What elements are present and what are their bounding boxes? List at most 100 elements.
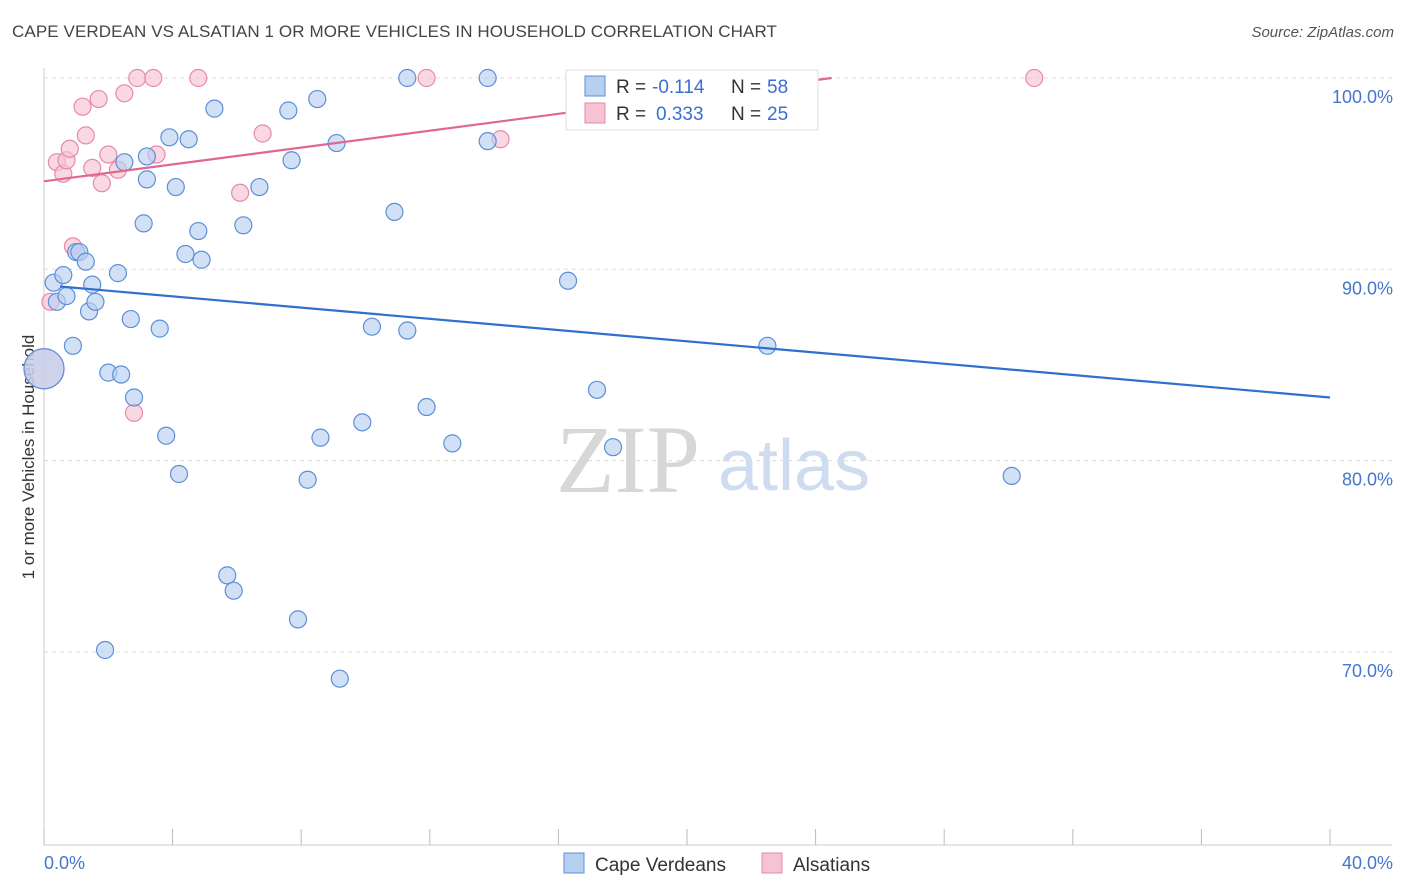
cape-verdeans-points: [23, 68, 1021, 688]
cape-verdeans-point-52: [558, 271, 578, 290]
cape-verdeans-point-48: [417, 397, 436, 417]
cape-verdeans-point-14: [112, 365, 131, 384]
cape-verdeans-point-47: [398, 68, 417, 88]
alsatians-point-8: [89, 89, 108, 109]
alsatians-point-17: [189, 68, 208, 88]
alsatians-point-20: [417, 68, 436, 88]
legend-n-value-1: 58: [767, 77, 788, 98]
legend-swatch-blue: [584, 75, 606, 97]
cape-verdeans-point-21: [150, 319, 169, 338]
cape-verdeans-point-19: [137, 170, 156, 189]
alsatians-point-15: [144, 68, 163, 88]
cape-verdeans-point-28: [189, 221, 208, 241]
alsatians-point-19: [253, 124, 272, 143]
alsatians-point-14: [128, 68, 147, 88]
y-tick-label-100: 100.0%: [1332, 87, 1393, 107]
legend-box: [565, 69, 819, 131]
alsatians-point-7: [83, 158, 102, 178]
axes: [43, 68, 1392, 846]
cape-verdeans-point-34: [250, 177, 269, 197]
x-tick-label-min: 0.0%: [44, 853, 85, 873]
watermark: ZIP atlas: [556, 406, 870, 513]
alsatians-point-13: [124, 403, 144, 422]
chart-title: CAPE VERDEAN VS ALSATIAN 1 OR MORE VEHIC…: [12, 22, 778, 41]
cape-verdeans-point-13: [108, 264, 128, 283]
alsatians-point-6: [76, 126, 95, 145]
alsatians-point-12: [115, 84, 134, 103]
legend-r-value-1: -0.114: [652, 77, 705, 98]
cape-verdeans-point-3: [57, 286, 76, 306]
legend-swatch-pink: [584, 102, 606, 124]
cape-verdeans-point-4: [63, 336, 83, 355]
cape-verdeans-point-53: [587, 380, 607, 399]
cape-verdeans-point-32: [224, 581, 243, 600]
cape-verdeans-point-45: [385, 202, 404, 222]
cape-verdeans-point-10: [86, 292, 105, 311]
grid-lines: [44, 77, 1392, 653]
legend-n-label-1: N =: [731, 77, 761, 98]
y-tick-label-80: 80.0%: [1342, 470, 1393, 490]
cape-verdeans-point-31: [218, 566, 237, 585]
cape-verdeans-point-35: [279, 101, 298, 120]
series-swatch-alsatians: [761, 852, 783, 874]
x-tick-label-max: 40.0%: [1342, 853, 1393, 873]
cape-verdeans-point-56: [1002, 466, 1021, 486]
legend-n-label-2: N =: [731, 104, 761, 125]
cape-verdeans-point-30: [205, 99, 224, 118]
cape-verdeans-point-40: [311, 428, 330, 447]
cape-verdeans-point-49: [443, 434, 462, 453]
cape-verdeans-point-16: [121, 309, 140, 329]
legend-r-label-2: R =: [616, 104, 646, 125]
source-label: Source: ZipAtlas.com: [1251, 24, 1394, 41]
series-label-cape-verdeans: Cape Verdeans: [595, 855, 726, 876]
cape-verdeans-point-20: [137, 147, 156, 166]
cape-verdeans-point-33: [234, 216, 253, 235]
cape-verdeans-point-36: [282, 151, 301, 170]
cape-verdeans-point-18: [134, 214, 153, 233]
alsatians-point-10: [99, 145, 118, 164]
cape-verdeans-point-22: [157, 426, 176, 445]
alsatians-point-22: [1025, 68, 1044, 88]
watermark-atlas: atlas: [718, 426, 870, 506]
y-tick-label-90: 90.0%: [1342, 278, 1393, 298]
legend-r-label-1: R =: [616, 77, 646, 98]
cape-verdeans-point-51: [478, 68, 497, 88]
cape-verdeans-point-23: [160, 128, 179, 147]
cape-verdeans-point-17: [124, 388, 144, 407]
series-legend: Cape Verdeans Alsatians: [563, 852, 870, 876]
x-tick-labels: 0.0% 40.0%: [44, 853, 1393, 873]
alsatians-points: [23, 68, 1044, 422]
y-tick-label-70: 70.0%: [1342, 661, 1393, 681]
series-swatch-cape-verdeans: [563, 852, 585, 874]
cape-verdeans-point-25: [169, 464, 189, 484]
cape-verdeans-point-2: [54, 265, 73, 285]
alsatians-point-5: [73, 97, 92, 116]
correlation-legend: R = -0.114 N = 58 R = 0.333 N = 25: [565, 69, 819, 131]
cape-verdeans-point-44: [362, 317, 382, 336]
cape-verdeans-point-50: [478, 132, 497, 151]
cape-verdeans-point-55: [758, 336, 777, 355]
cape-verdeans-point-15: [115, 153, 134, 172]
y-tick-labels: 70.0% 80.0% 90.0% 100.0%: [1332, 87, 1393, 681]
alsatians-point-3: [60, 139, 79, 158]
cape-verdeans-point-42: [330, 669, 349, 688]
cape-verdeans-point-27: [179, 130, 198, 149]
cape-verdeans-point-7: [76, 252, 95, 271]
watermark-zip: ZIP: [556, 406, 700, 513]
legend-r-value-2: 0.333: [656, 104, 704, 125]
alsatians-point-18: [231, 183, 250, 202]
series-label-alsatians: Alsatians: [793, 855, 870, 876]
cape-verdeans-trend-line: [59, 285, 1331, 399]
cape-verdeans-point-54: [603, 438, 623, 457]
cape-verdeans-point-29: [192, 250, 211, 269]
cape-verdeans-point-39: [308, 89, 327, 109]
cape-verdeans-point-11: [95, 640, 115, 660]
legend-n-value-2: 25: [767, 104, 788, 125]
cape-verdeans-point-57: [23, 348, 65, 390]
alsatians-point-9: [92, 174, 111, 193]
cape-verdeans-point-24: [166, 177, 185, 197]
y-axis-label: 1 or more Vehicles in Household: [19, 335, 38, 580]
cape-verdeans-point-46: [398, 321, 417, 340]
cape-verdeans-point-37: [288, 610, 308, 629]
